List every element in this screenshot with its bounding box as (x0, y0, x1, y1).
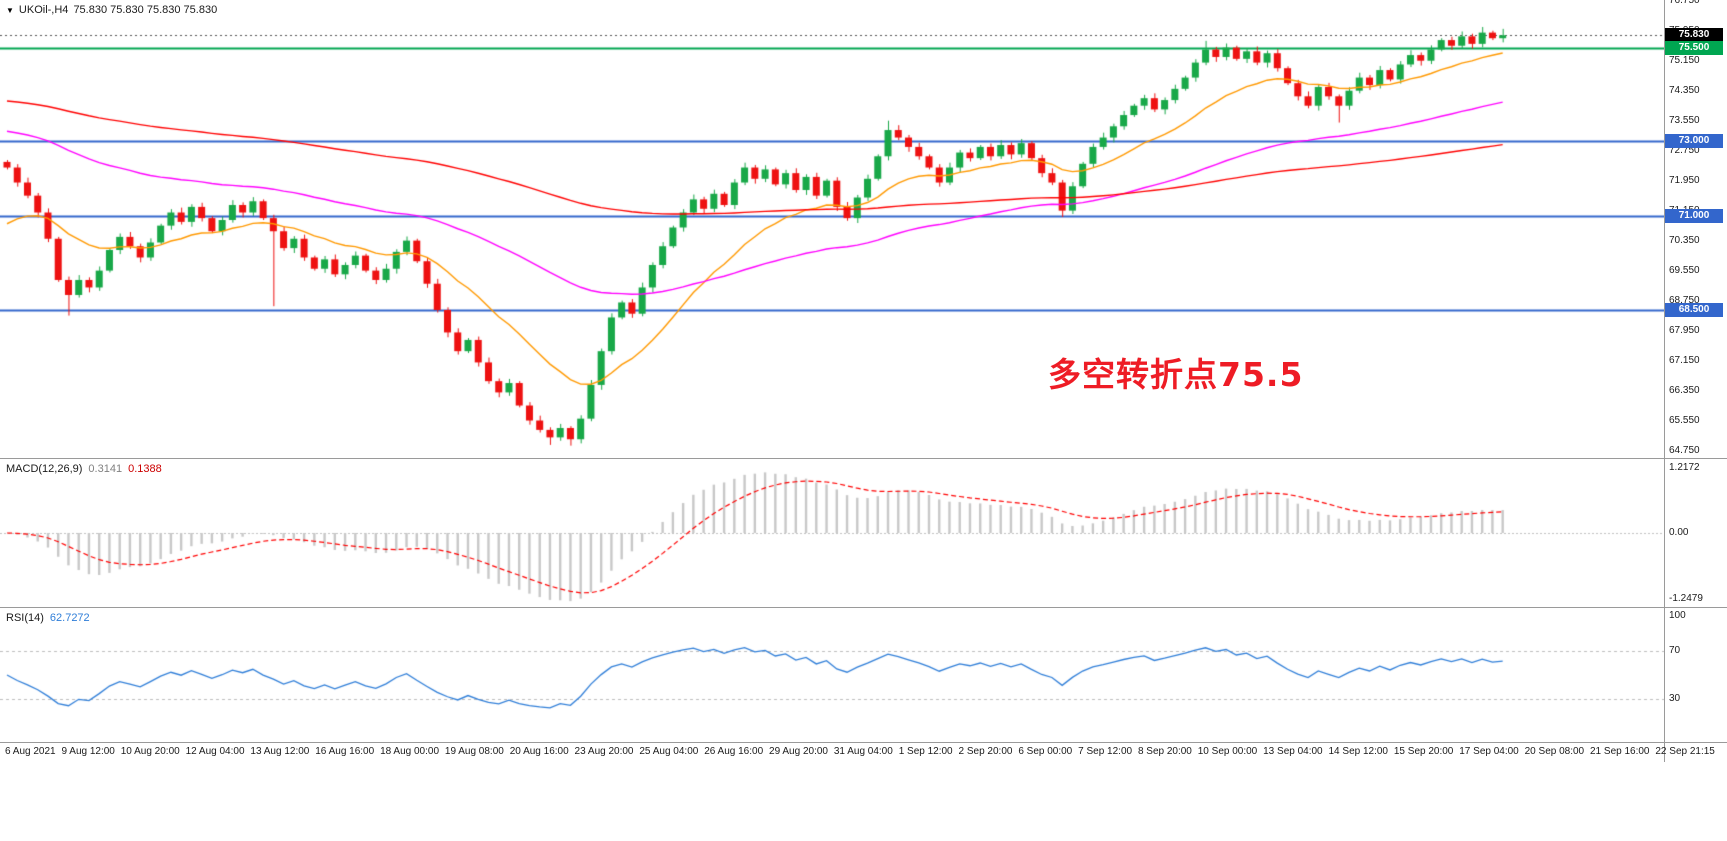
price-tick-label: 73.550 (1669, 114, 1700, 126)
chart-header: ▼ UKOil-,H4 75.830 75.830 75.830 75.830 (6, 4, 217, 16)
rsi-tick-label: 30 (1669, 692, 1681, 704)
rsi-indicator-label: RSI(14) 62.7272 (6, 612, 90, 624)
price-tick-label: 69.550 (1669, 264, 1700, 276)
macd-tick-label: -1.2479 (1669, 593, 1703, 605)
macd-canvas[interactable] (0, 459, 1664, 607)
time-label: 6 Aug 2021 (5, 746, 56, 757)
time-label: 8 Sep 20:00 (1137, 746, 1192, 757)
hline-price-marker[interactable]: 73.000 (1665, 134, 1723, 149)
price-chart-canvas[interactable] (0, 0, 1664, 458)
time-label: 18 Aug 00:00 (380, 746, 440, 757)
time-label: 14 Sep 12:00 (1328, 746, 1389, 757)
price-tick-label: 72.750 (1669, 144, 1700, 156)
price-tick-label: 71.950 (1669, 174, 1700, 186)
price-tick-label: 67.950 (1669, 324, 1700, 336)
rsi-tick-label: 100 (1669, 610, 1686, 621)
time-label: 2 Sep 20:00 (958, 746, 1013, 757)
time-label: 20 Sep 08:00 (1524, 746, 1585, 757)
time-label: 10 Sep 00:00 (1197, 746, 1258, 757)
hline-price-marker[interactable]: 71.000 (1665, 209, 1723, 224)
price-tick-label: 67.150 (1669, 354, 1700, 366)
chart-ohlc-values: 75.830 75.830 75.830 75.830 (73, 4, 218, 16)
time-label: 13 Sep 04:00 (1263, 746, 1323, 757)
annotation-text: 多空转折点75.5 (1048, 355, 1304, 394)
time-label: 10 Aug 20:00 (120, 746, 180, 757)
time-label: 21 Sep 16:00 (1590, 746, 1650, 757)
price-tick-label: 74.350 (1669, 84, 1700, 96)
axis-divider-line (1664, 0, 1665, 762)
time-label: 12 Aug 04:00 (185, 746, 245, 757)
price-tick-label: 76.750 (1669, 0, 1700, 6)
hline-price-marker[interactable]: 68.500 (1665, 302, 1723, 317)
pane-separator (0, 742, 1727, 743)
price-tick-label: 66.350 (1669, 384, 1700, 396)
macd-signal-value: 0.1388 (128, 463, 162, 475)
rsi-name: RSI(14) (6, 612, 44, 624)
time-label: 22 Sep 21:15 (1655, 746, 1715, 757)
price-axis[interactable]: 76.75075.95075.15074.35073.55072.75071.9… (1665, 0, 1727, 762)
price-tick-label: 70.350 (1669, 234, 1700, 246)
time-label: 26 Aug 16:00 (704, 746, 764, 757)
price-tick-label: 75.150 (1669, 54, 1700, 66)
time-label: 20 Aug 16:00 (509, 746, 569, 757)
time-label: 17 Sep 04:00 (1459, 746, 1519, 757)
time-label: 15 Sep 20:00 (1393, 746, 1454, 757)
price-tick-label: 65.550 (1669, 414, 1700, 426)
time-label: 9 Aug 12:00 (61, 746, 115, 757)
time-label: 1 Sep 12:00 (898, 746, 953, 757)
rsi-value: 62.7272 (49, 612, 90, 624)
price-tick-label: 68.750 (1669, 294, 1700, 306)
time-label: 19 Aug 08:00 (444, 746, 504, 757)
time-label: 16 Aug 16:00 (315, 746, 375, 757)
rsi-canvas[interactable] (0, 608, 1664, 742)
rsi-tick-label: 70 (1669, 645, 1681, 657)
time-axis[interactable]: 6 Aug 2021 9 Aug 12:00 10 Aug 20:00 12 Aug … (0, 744, 1720, 762)
pane-separator[interactable] (0, 607, 1727, 608)
macd-tick-label: 1.2172 (1669, 462, 1700, 474)
current-price-marker: 75.830 (1665, 28, 1723, 43)
macd-tick-label: 0.00 (1669, 527, 1689, 538)
time-label: 23 Aug 20:00 (574, 746, 634, 757)
hline-price-marker[interactable]: 75.500 (1665, 40, 1723, 55)
time-label: 31 Aug 04:00 (833, 746, 893, 757)
macd-name: MACD(12,26,9) (6, 463, 83, 475)
price-tick-label: 64.750 (1669, 444, 1700, 456)
macd-main-value: 0.3141 (88, 463, 123, 475)
time-label: 6 Sep 00:00 (1018, 746, 1073, 757)
chart-dropdown-icon[interactable]: ▼ (6, 5, 14, 15)
time-label: 25 Aug 04:00 (639, 746, 699, 757)
macd-indicator-label: MACD(12,26,9) 0.3141 0.1388 (6, 463, 162, 475)
time-label: 7 Sep 12:00 (1078, 746, 1133, 757)
pane-separator[interactable] (0, 458, 1727, 459)
time-label: 29 Aug 20:00 (769, 746, 828, 757)
chart-symbol-label: UKOil-,H4 (18, 4, 69, 16)
time-label: 13 Aug 12:00 (250, 746, 310, 757)
